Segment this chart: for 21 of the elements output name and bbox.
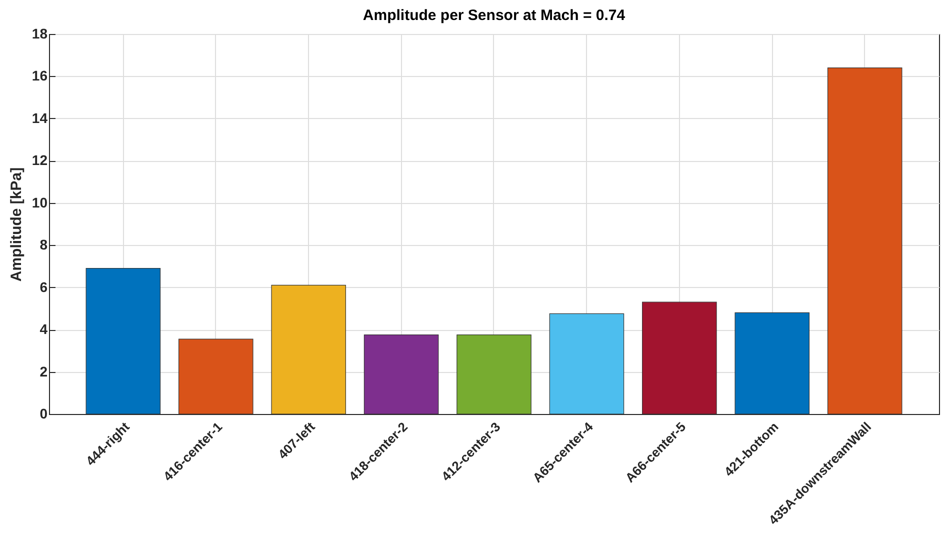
y-tick-label: 8 (40, 236, 48, 253)
y-tick-label: 10 (32, 194, 48, 210)
bar (734, 312, 810, 414)
y-axis-title: Amplitude [kPa] (8, 167, 25, 282)
y-tick-label: 6 (40, 278, 48, 295)
y-tick-label: 0 (40, 406, 48, 422)
y-tick-label: 18 (32, 26, 48, 42)
y-tick-label: 14 (32, 110, 48, 126)
y-tick-label: 4 (40, 321, 48, 338)
bar (642, 302, 717, 414)
y-tick-label: 2 (40, 363, 48, 380)
bar (456, 334, 532, 414)
bar (178, 338, 254, 414)
y-tick-label: 16 (32, 68, 48, 84)
y-tick-label: 12 (32, 152, 48, 168)
bar (827, 67, 902, 414)
bar (364, 334, 439, 414)
chart-title: Amplitude per Sensor at Mach = 0.74 (362, 7, 626, 24)
bar (549, 313, 624, 414)
bar (271, 284, 346, 414)
bar (86, 268, 161, 414)
